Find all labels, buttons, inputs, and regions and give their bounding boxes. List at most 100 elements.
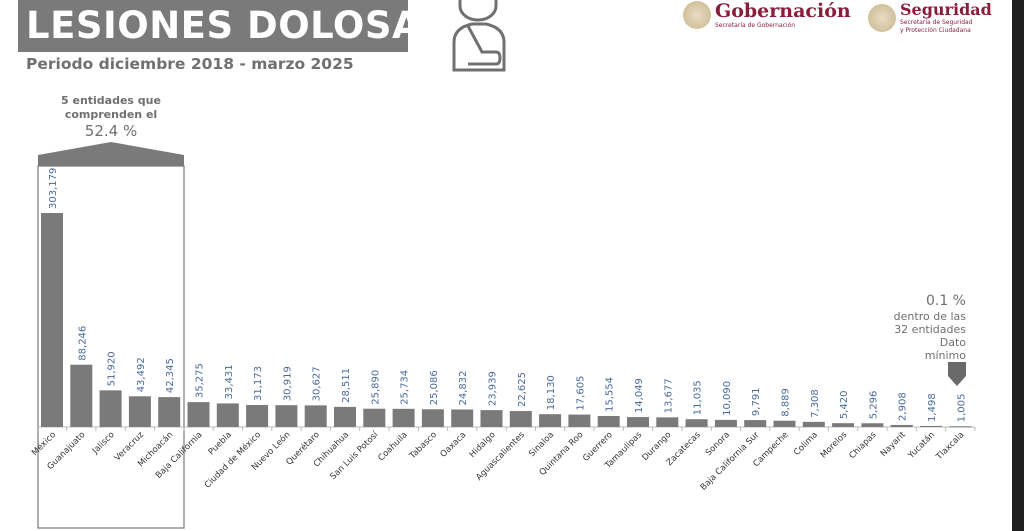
value-label: 11,035 — [693, 380, 704, 415]
bar — [890, 424, 913, 427]
category-label: Chiapas — [847, 430, 878, 461]
category-label: Oaxaca — [439, 430, 469, 460]
window-edge — [1012, 0, 1024, 531]
bar — [539, 414, 562, 427]
min-arrow-icon — [948, 362, 966, 386]
value-label: 28,511 — [341, 368, 352, 403]
value-label: 1,498 — [927, 393, 938, 422]
value-label: 25,890 — [370, 370, 381, 405]
bar — [627, 417, 649, 427]
category-label: Colima — [792, 430, 820, 458]
seg-name: Seguridad — [900, 0, 992, 19]
value-label: 13,677 — [663, 378, 674, 413]
bar — [714, 419, 737, 427]
seguridad-logo: Seguridad Secretaría de Seguridad y Protec… — [868, 0, 992, 35]
category-label: Tlaxcala — [934, 430, 967, 463]
category-label: Ciudad de México — [202, 429, 263, 490]
category-label: México — [29, 429, 58, 458]
category-label: Sinaloa — [527, 430, 556, 459]
bar — [128, 396, 151, 427]
category-label: Coahuila — [376, 430, 409, 463]
bar — [451, 409, 474, 427]
bar — [656, 417, 679, 427]
bar — [832, 423, 855, 427]
bar — [187, 402, 210, 427]
gob-sub: Secretaría de Gobernación — [715, 22, 796, 29]
bar — [216, 403, 239, 427]
bar — [392, 408, 415, 427]
gobernacion-logo: Gobernación Secretaría de Gobernación — [683, 0, 851, 30]
top-percent: 52.4 % — [84, 122, 138, 140]
seg-sub2: y Protección Ciudadana — [900, 27, 971, 34]
category-label: Jalisco — [90, 430, 117, 457]
min-percent: 0.1 % — [925, 293, 966, 309]
bar — [363, 408, 386, 427]
value-label: 2,908 — [898, 392, 909, 421]
top-annotation: 5 entidades que comprenden el 52.4 % — [38, 94, 184, 140]
bar — [568, 414, 591, 427]
annot-line: 5 entidades que — [61, 94, 161, 107]
value-label: 30,919 — [282, 366, 293, 401]
bar — [421, 409, 444, 427]
value-label: 5,420 — [839, 391, 850, 420]
value-label: 33,431 — [224, 364, 235, 399]
bar — [334, 406, 356, 427]
value-label: 14,049 — [634, 378, 645, 413]
bar — [275, 405, 298, 427]
value-label: 25,086 — [429, 370, 440, 405]
value-label: 1,005 — [956, 394, 967, 423]
annot-line: Dato — [939, 336, 966, 349]
category-label: Puebla — [207, 430, 234, 457]
bar — [861, 423, 884, 427]
seg-sub1: Secretaría de Seguridad — [900, 19, 973, 26]
bar — [304, 405, 327, 427]
annot-line: dentro de las — [893, 310, 966, 323]
bar — [949, 426, 972, 428]
annot-line: mínimo — [924, 349, 966, 362]
bar — [802, 421, 825, 427]
value-label: 30,627 — [312, 366, 323, 401]
value-label: 24,832 — [458, 370, 469, 405]
bar — [70, 364, 93, 427]
bar — [920, 425, 942, 427]
value-label: 15,554 — [605, 377, 616, 412]
value-label: 17,605 — [575, 376, 586, 411]
bracket-arrow — [38, 142, 184, 166]
gob-name: Gobernación — [715, 0, 851, 22]
value-label: 10,090 — [722, 381, 733, 416]
bar — [509, 411, 532, 427]
injured-person-icon — [448, 0, 512, 78]
seal-icon — [683, 1, 711, 29]
value-label: 31,173 — [253, 366, 264, 401]
bar — [480, 410, 503, 427]
category-label: Nayarit — [879, 430, 908, 459]
value-label: 22,625 — [517, 372, 528, 407]
bar — [246, 404, 269, 427]
value-label: 88,246 — [77, 326, 88, 361]
bar — [597, 416, 620, 427]
bar — [773, 420, 796, 427]
value-label: 18,130 — [546, 375, 557, 410]
value-label: 7,308 — [810, 389, 821, 418]
annot-line: comprenden el — [64, 108, 158, 121]
category-label: Morelos — [819, 430, 850, 461]
bar — [744, 420, 767, 427]
page-title: LESIONES DOLOSAS — [18, 0, 448, 52]
category-label: Tabasco — [407, 430, 439, 462]
value-label: 23,939 — [488, 371, 499, 406]
value-label: 9,791 — [751, 387, 762, 416]
value-label: 25,734 — [400, 370, 411, 405]
top5-bracket — [37, 165, 185, 529]
value-label: 43,492 — [136, 357, 147, 392]
seal-icon — [868, 3, 896, 32]
value-label: 35,275 — [195, 363, 206, 398]
bar — [41, 213, 63, 427]
value-label: 5,296 — [868, 391, 879, 420]
category-label: Sonora — [704, 430, 732, 458]
min-annotation: 0.1 % dentro de las 32 entidades Dato mí… — [870, 293, 966, 362]
period-subtitle: Periodo diciembre 2018 - marzo 2025 — [26, 55, 354, 73]
bar — [685, 419, 708, 427]
value-label: 51,920 — [107, 351, 118, 386]
category-label: Yucatán — [906, 430, 937, 461]
